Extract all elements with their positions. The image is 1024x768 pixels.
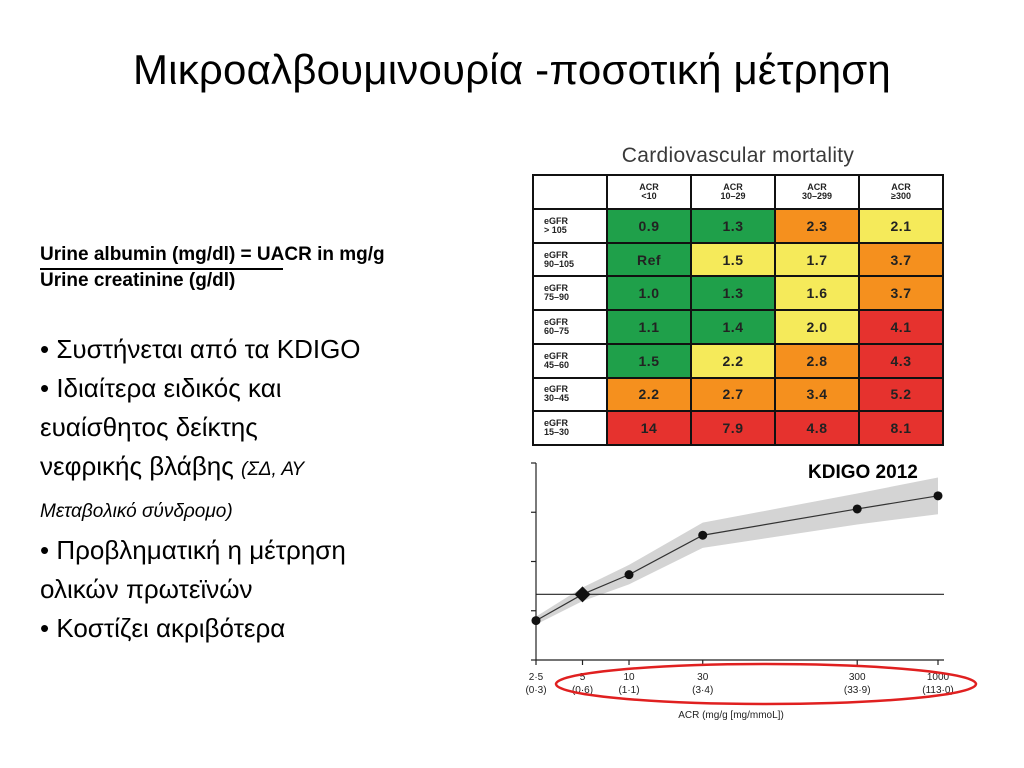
bullet-line: • Προβληματική η μέτρηση [40, 535, 346, 565]
x-tick-sublabel: (33·9) [844, 685, 871, 696]
x-tick-label: 2·5 [529, 672, 544, 683]
row-header: eGFR 30–45 [532, 376, 608, 413]
table-cell: 1.5 [606, 342, 692, 379]
table-cell: 1.3 [690, 208, 776, 244]
x-tick-label: 30 [697, 672, 709, 683]
table-cell: 4.8 [774, 410, 860, 446]
column-header: ACR 30–299 [774, 174, 860, 210]
table-cell: 2.2 [606, 376, 692, 413]
table-row: eGFR 30–45 2.2 2.7 3.4 5.2 [532, 376, 944, 413]
bullet-line: • Ιδιαίτερα ειδικός και [40, 373, 282, 403]
column-header: ACR <10 [606, 174, 692, 210]
x-tick-sublabel: (0·3) [525, 685, 546, 696]
uacr-formula: Urine albumin (mg/dl) = UACR in mg/g Uri… [40, 240, 385, 300]
table-cell: 8.1 [858, 410, 944, 446]
table-cell: 1.4 [690, 309, 776, 345]
x-tick-sublabel: (0·6) [572, 685, 593, 696]
x-tick-sublabel: (113·0) [922, 685, 954, 696]
data-point [698, 530, 708, 540]
bullet-line: • Κοστίζει ακριβότερα [40, 613, 286, 643]
bullet-line: νεφρικής βλάβης (ΣΔ, ΑΥ [40, 451, 305, 481]
table-cell: 1.3 [690, 275, 776, 312]
corner-cell [532, 174, 608, 210]
series-line [535, 495, 939, 622]
table-row: eGFR 75–90 1.0 1.3 1.6 3.7 [532, 275, 944, 312]
table-header-row: ACR <10 ACR 10–29 ACR 30–299 ACR ≥300 [532, 174, 944, 210]
table-cell: 4.3 [858, 342, 944, 379]
table-row: eGFR > 105 0.9 1.3 2.3 2.1 [532, 208, 944, 244]
data-point [852, 504, 862, 514]
row-header: eGFR 60–75 [532, 309, 608, 345]
table-cell: 2.7 [690, 376, 776, 413]
row-header: eGFR > 105 [532, 208, 608, 244]
x-tick-sublabel: (3·4) [692, 685, 713, 696]
table-cell: 3.7 [858, 275, 944, 312]
row-header: eGFR 45–60 [532, 342, 608, 379]
table-title: Cardiovascular mortality [621, 144, 855, 167]
x-tick-label: 5 [580, 672, 586, 683]
formula-numerator: Urine albumin (mg/dl) = UACR in mg/g [40, 244, 385, 265]
row-header: eGFR 90–105 [532, 241, 608, 278]
table-cell: 1.1 [606, 309, 692, 345]
data-point [624, 570, 634, 580]
table-cell: 1.7 [774, 241, 860, 278]
table-cell: 2.3 [774, 208, 860, 244]
table-cell: 2.1 [858, 208, 944, 244]
bullet-line: ολικών πρωτεϊνών [40, 574, 253, 604]
highlight-ellipse [554, 662, 978, 706]
table-row: eGFR 60–75 1.1 1.4 2.0 4.1 [532, 309, 944, 345]
acr-risk-chart: 2·5 (0·3) 5 (0·6) 10 (1·1) 30 (3·4) 300 (33·9) 100… [525, 462, 978, 721]
column-header: ACR 10–29 [690, 174, 776, 210]
bullet-line: ευαίσθητος δείκτης [40, 412, 258, 442]
source-citation: KDIGO 2012 [808, 462, 918, 483]
table-cell: 3.7 [858, 241, 944, 278]
x-tick-label: 10 [623, 672, 635, 683]
table-cell: 1.6 [774, 275, 860, 312]
table-cell: 14 [606, 410, 692, 446]
data-point [933, 491, 943, 501]
table-cell: 2.0 [774, 309, 860, 345]
row-header: eGFR 15–30 [532, 410, 608, 446]
bullet-list: • Συστήνεται από τα KDIGO • Ιδιαίτερα ει… [40, 330, 460, 648]
data-point [531, 616, 541, 626]
table-row: eGFR 90–105 Ref 1.5 1.7 3.7 [532, 241, 944, 278]
table-cell: 0.9 [606, 208, 692, 244]
table-cell: 5.2 [858, 376, 944, 413]
table-row: eGFR 15–30 14 7.9 4.8 8.1 [532, 410, 944, 446]
table-cell: 4.1 [858, 309, 944, 345]
table-cell: 7.9 [690, 410, 776, 446]
confidence-band [536, 477, 938, 625]
column-header: ACR ≥300 [858, 174, 944, 210]
x-axis-label: ACR (mg/g [mg/mmoL]) [678, 710, 784, 721]
bullet-line: Μεταβολικό σύνδρομο) [40, 501, 233, 522]
formula-denominator: Urine creatinine (g/dl) [40, 270, 236, 291]
table-cell: Ref [606, 241, 692, 278]
mortality-heatmap-table: ACR <10 ACR 10–29 ACR 30–299 ACR ≥300 eG… [532, 174, 944, 446]
table-row: eGFR 45–60 1.5 2.2 2.8 4.3 [532, 342, 944, 379]
x-tick-sublabel: (1·1) [618, 685, 639, 696]
table-cell: 1.5 [690, 241, 776, 278]
x-tick-label: 300 [849, 672, 866, 683]
table-cell: 2.2 [690, 342, 776, 379]
table-cell: 1.0 [606, 275, 692, 312]
table-cell: 2.8 [774, 342, 860, 379]
row-header: eGFR 75–90 [532, 275, 608, 312]
table-cell: 3.4 [774, 376, 860, 413]
x-tick-label: 1000 [927, 672, 950, 683]
reference-point [574, 586, 591, 603]
fraction-line [40, 268, 283, 270]
bullet-line: • Συστήνεται από τα KDIGO [40, 334, 361, 364]
slide-title: Μικροαλβουμινουρία -ποσοτική μέτρηση [133, 46, 891, 93]
